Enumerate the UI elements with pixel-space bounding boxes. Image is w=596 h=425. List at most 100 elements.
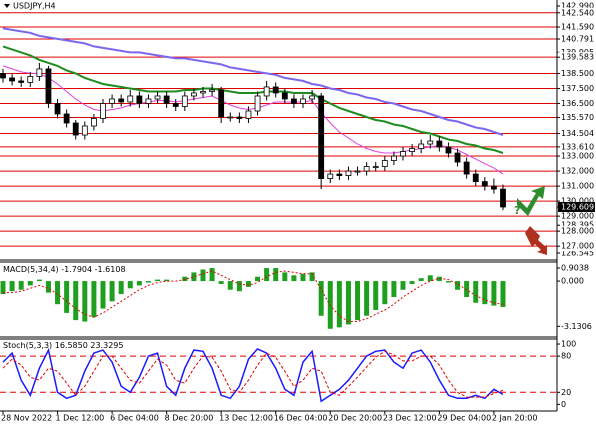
macd-bar: [127, 281, 133, 289]
annotation: ?: [514, 204, 520, 217]
candle-body: [118, 98, 125, 103]
x-tick-label: 1 Dec 12:00: [56, 414, 105, 423]
candle-body: [272, 86, 279, 94]
macd-bar: [455, 281, 461, 290]
level-label: 139.583: [561, 53, 594, 62]
y-tick-label: 126.545: [561, 249, 594, 258]
macd-bar: [73, 281, 79, 321]
x-tick-label: 23 Dec 12:00: [383, 414, 437, 423]
y-tick-label: 0.9038: [561, 264, 589, 273]
level-label: 136.500: [561, 99, 594, 108]
candle-body: [409, 148, 415, 152]
candle-body: [300, 98, 306, 104]
candle-body: [281, 92, 288, 100]
macd-bar: [236, 281, 242, 292]
candle-body: [45, 68, 52, 104]
candle-body: [127, 95, 134, 103]
macd-bar: [227, 281, 233, 290]
candle-body: [54, 103, 61, 115]
level-label-box: [558, 211, 595, 222]
x-tick-label: 29 Dec 04:00: [437, 414, 491, 423]
macd-bar: [418, 278, 424, 282]
macd-bar: [200, 269, 206, 282]
level-label: 127.000: [561, 242, 594, 251]
candle-body: [91, 118, 97, 127]
candle-body: [245, 110, 252, 119]
candle-body: [36, 68, 43, 77]
level-label: 137.500: [561, 84, 594, 93]
level-label: 141.590: [561, 23, 594, 32]
macd-bar: [9, 281, 15, 292]
signal-value: -1.6108: [95, 265, 126, 274]
candle-body: [354, 170, 361, 173]
level-label-box: [558, 226, 595, 237]
macd-bar: [318, 281, 324, 316]
macd-bar: [191, 272, 197, 282]
y-tick-label: 0.000: [561, 277, 584, 286]
candle-body: [63, 113, 70, 124]
candle-body: [336, 173, 343, 176]
y-tick-label: -3.1306: [561, 322, 592, 331]
candle-body: [200, 91, 206, 94]
level-label: 128.000: [561, 227, 594, 236]
level-label-box: [558, 128, 595, 139]
level-label: 129.000: [561, 212, 594, 221]
stoch-main-value: 16.5850: [55, 341, 88, 350]
last-price-box: [558, 201, 595, 212]
candle-body: [381, 160, 388, 167]
candle-body: [172, 103, 179, 107]
macd-header: MACD(5,34,4) -1.7904 -1.6108: [3, 265, 126, 274]
candle-body: [327, 173, 334, 179]
macd-bar: [136, 281, 142, 286]
candle-body: [463, 161, 470, 175]
stoch-signal-value: 23.3295: [90, 341, 123, 350]
macd-bar: [18, 281, 24, 290]
macd-bar: [109, 281, 115, 302]
macd-bar: [100, 281, 106, 309]
candle-body: [136, 95, 143, 104]
y-tick-label: 80: [561, 352, 571, 361]
moving-average: [2, 27, 504, 136]
macd-bar: [36, 279, 42, 282]
candle-body: [9, 77, 15, 82]
candle-body: [418, 143, 425, 149]
macd-bar: [473, 281, 479, 303]
level-label-box: [558, 181, 595, 192]
candle-body: [191, 92, 197, 97]
macd-bar: [91, 281, 97, 318]
macd-bar: [0, 281, 6, 295]
macd-bar: [164, 279, 170, 282]
candle-body: [481, 181, 488, 187]
candle-body: [391, 155, 397, 161]
macd-bar: [445, 281, 451, 283]
candle-body: [500, 188, 506, 208]
candle-body: [236, 116, 243, 119]
candle-body: [363, 166, 370, 172]
macd-bar: [118, 281, 124, 295]
macd-bar: [427, 275, 433, 282]
moving-average: [2, 45, 504, 154]
x-tick-label: 8 Dec 20:00: [165, 414, 214, 423]
macd-bar: [336, 281, 342, 328]
macd-bar: [382, 281, 388, 305]
macd-bar: [291, 275, 297, 282]
level-label: 132.000: [561, 167, 594, 176]
candle-body: [372, 166, 379, 168]
macd-signal: [3, 270, 504, 322]
chart-title: USDJPY,H4: [13, 2, 56, 11]
level-label: 133.610: [561, 142, 594, 151]
macd-bar: [464, 281, 470, 297]
up-arrow-icon: [517, 186, 545, 216]
macd-bar: [482, 281, 488, 305]
x-tick-label: 16 Dec 04:00: [274, 414, 328, 423]
level-label-box: [558, 7, 595, 18]
candle-body: [318, 95, 325, 179]
candle-body: [400, 151, 406, 157]
macd-bar: [245, 281, 251, 287]
macd-bar: [364, 281, 370, 316]
macd-bar: [309, 272, 315, 282]
level-label-box: [558, 34, 595, 45]
macd-bar: [436, 276, 442, 282]
